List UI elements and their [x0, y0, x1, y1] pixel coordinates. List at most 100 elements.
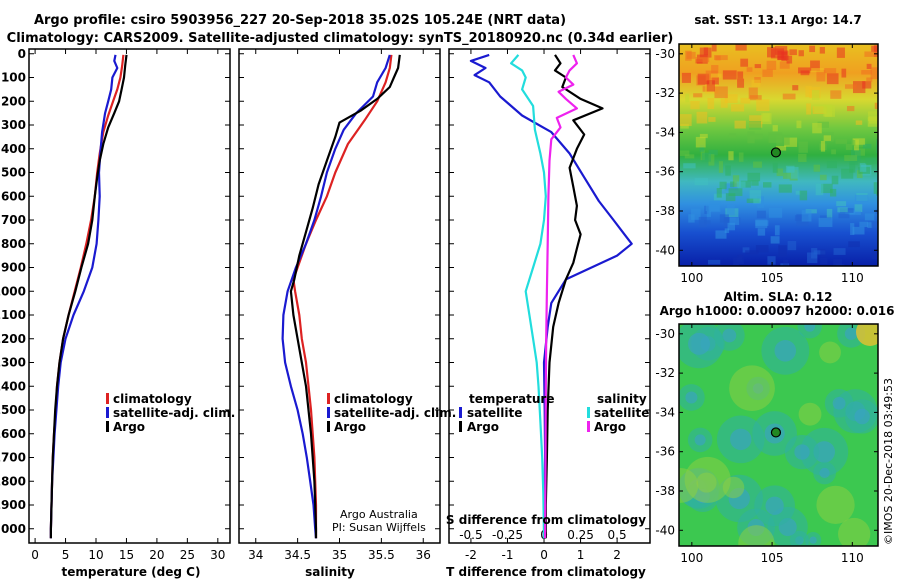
map-y-tick-label: -40	[655, 523, 675, 537]
difference-top-xlabel: S difference from climatology	[446, 513, 646, 527]
map-x-tick-label: 105	[761, 271, 784, 285]
sla-map-axes: -30 -32 -34 -36 -38 -40 100 105 110	[655, 324, 878, 565]
float-location-marker	[770, 147, 782, 158]
sst-map-title: sat. SST: 13.1 Argo: 14.7	[694, 13, 861, 27]
legend-label-temp-argo: Argo	[467, 420, 499, 434]
map-y-tick-label: -30	[655, 47, 675, 61]
map-y-tick-label: -34	[655, 405, 675, 419]
map-x-tick-label: 100	[680, 271, 703, 285]
y-tick-label: 1900	[0, 498, 26, 512]
y-tick-label: 1800	[0, 474, 26, 488]
map-x-tick-label: 100	[680, 551, 703, 565]
map-x-tick-label: 110	[841, 271, 864, 285]
y-tick-label: 700	[1, 213, 26, 227]
imos-timestamp: ©IMOS 20-Dec-2018 03:49:53	[882, 378, 895, 545]
map-x-tick-label: 110	[841, 551, 864, 565]
sla-map-subtitle: Argo h1000: 0.00097 h2000: 0.016	[660, 304, 895, 318]
salinity-xlabel: salinity	[305, 565, 355, 579]
figure-title-line1: Argo profile: csiro 5903956_227 20-Sep-2…	[34, 13, 566, 28]
y-tick-label: 100	[1, 71, 26, 85]
map-y-tick-label: -38	[655, 484, 675, 498]
legend-swatch-climatology	[327, 393, 330, 404]
x-tick-label: 30	[210, 548, 225, 562]
sla-map-frame	[678, 323, 879, 547]
x-tick-label: 34.5	[284, 548, 311, 562]
series-line-salinity-satellite-adj-clim-	[281, 54, 391, 539]
x-tick-label: 34	[248, 548, 263, 562]
series-line-salinity-climatology	[292, 54, 393, 539]
y-tick-label: 300	[1, 118, 26, 132]
legend-swatch-temp-argo	[459, 421, 462, 432]
x-tick-label: 2	[613, 548, 621, 562]
y-tick-label: 1400	[0, 379, 26, 393]
legend-label-argo: Argo	[334, 420, 366, 434]
y-tick-label: 0	[18, 47, 26, 61]
temperature-xlabel: temperature (deg C)	[62, 565, 201, 579]
temperature-panel-frame	[28, 48, 231, 544]
sst-map-frame	[678, 43, 879, 267]
legend-label-sal-satellite: satellite	[594, 406, 649, 420]
difference-axes: -2 -1 0 1 2-0.5 -0.25 0 0.25 0.5	[449, 49, 650, 562]
y-tick-label: 800	[1, 237, 26, 251]
x-tick-label: 20	[149, 548, 164, 562]
y-tick-label: 1600	[0, 427, 26, 441]
y-tick-label: 2000	[0, 522, 26, 536]
x-tick-label: -2	[465, 548, 477, 562]
map-y-tick-label: -32	[655, 366, 675, 380]
salinity-axes: 34 34.5 35 35.5 36	[239, 49, 440, 562]
legend-label-temp-satellite: satellite	[467, 406, 522, 420]
map-y-tick-label: -40	[655, 243, 675, 257]
x-tick-label: 36	[416, 548, 431, 562]
x-tick-label: 5	[62, 548, 70, 562]
legend-header-temperature: temperature	[469, 392, 554, 406]
legend-label-sal-argo: Argo	[594, 420, 626, 434]
legend-swatch-satellite	[327, 407, 330, 418]
legend-swatch-sal-argo	[587, 421, 590, 432]
y-tick-label: 200	[1, 94, 26, 108]
top-x-tick-label: -0.25	[492, 528, 523, 542]
map-y-tick-label: -38	[655, 204, 675, 218]
x-tick-label: 25	[180, 548, 195, 562]
y-tick-label: 900	[1, 261, 26, 275]
legend-swatch-argo	[106, 421, 109, 432]
map-y-tick-label: -34	[655, 125, 675, 139]
legend-swatch-argo	[327, 421, 330, 432]
sst-map-axes: -30 -32 -34 -36 -38 -40 100 105 110	[655, 44, 878, 285]
series-line-temperature-climatology	[49, 54, 125, 539]
x-tick-label: 0	[540, 548, 548, 562]
y-tick-label: 600	[1, 189, 26, 203]
x-tick-label: 1	[577, 548, 585, 562]
legend-swatch-sal-satellite	[587, 407, 590, 418]
map-x-tick-label: 105	[761, 551, 784, 565]
y-tick-label: 1700	[0, 451, 26, 465]
legend-label-satellite: satellite-adj. clim.	[113, 406, 235, 420]
temperature-legend: climatology satellite-adj. clim. Argo	[106, 392, 235, 434]
series-layer	[49, 53, 633, 539]
x-tick-label: 35.5	[368, 548, 395, 562]
y-tick-label: 400	[1, 142, 26, 156]
legend-swatch-temp-satellite	[459, 407, 462, 418]
salinity-legend: climatology satellite-adj. clim. Argo	[327, 392, 456, 434]
legend-label-argo: Argo	[113, 420, 145, 434]
series-line-temperature-argo	[49, 54, 128, 539]
x-tick-label: 15	[119, 548, 134, 562]
y-tick-label: 1000	[0, 284, 26, 298]
y-tick-label: 1300	[0, 356, 26, 370]
legend-header-salinity: salinity	[597, 392, 647, 406]
sla-map-image	[679, 324, 878, 546]
series-line-difference-salinity-argo	[543, 54, 579, 539]
sla-map-title: Altim. SLA: 0.12	[724, 290, 833, 304]
x-tick-label: 0	[31, 548, 39, 562]
legend-swatch-satellite	[106, 407, 109, 418]
difference-legend: temperature salinity satellite Argo sate…	[459, 392, 649, 434]
difference-xlabel: T difference from climatology	[446, 565, 646, 579]
series-line-difference-temperature-argo	[544, 54, 604, 539]
series-line-salinity-argo	[289, 54, 401, 539]
top-x-tick-label: 0.5	[608, 528, 627, 542]
map-y-tick-label: -30	[655, 327, 675, 341]
figure-title-line2: Climatology: CARS2009. Satellite-adjuste…	[7, 31, 674, 46]
float-location-marker	[770, 427, 782, 438]
legend-label-satellite: satellite-adj. clim.	[334, 406, 456, 420]
map-y-tick-label: -36	[655, 165, 675, 179]
